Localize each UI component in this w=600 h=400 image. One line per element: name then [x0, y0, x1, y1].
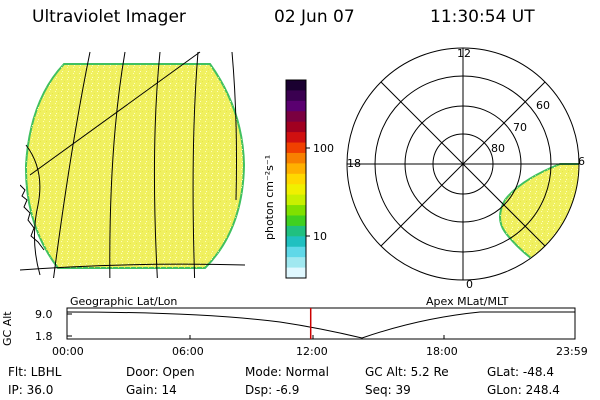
- timeline-xtick-18: 18:00: [426, 345, 458, 358]
- colorbar-band: [286, 267, 306, 279]
- polar-diagonal-2: [380, 81, 546, 247]
- lat-label-80: 80: [491, 142, 505, 155]
- mlt-label-18: 18: [347, 157, 361, 170]
- colorbar-band: [286, 100, 306, 112]
- colorbar-band: [286, 111, 306, 123]
- colorbar-band: [286, 142, 306, 154]
- observation-date: 02 Jun 07: [274, 7, 355, 27]
- info-ip: IP: 36.0: [8, 383, 54, 397]
- instrument-title: Ultraviolet Imager: [32, 7, 186, 27]
- observation-time: 11:30:54 UT: [430, 7, 535, 27]
- info-gc-alt: GC Alt: 5.2 Re: [365, 365, 449, 379]
- colorbar-band: [286, 132, 306, 144]
- info-glon: GLon: 248.4: [487, 383, 560, 397]
- info-glat: GLat: -48.4: [487, 365, 554, 379]
- timeline-frame: [66, 307, 576, 340]
- polar-plot: [346, 47, 580, 281]
- colorbar-band: [286, 246, 306, 258]
- info-seq: Seq: 39: [365, 383, 411, 397]
- lat-label-70: 70: [513, 121, 527, 134]
- mlt-label-6: 6: [578, 155, 585, 168]
- info-dsp: Dsp: -6.9: [245, 383, 300, 397]
- mlt-label-0: 0: [466, 278, 473, 291]
- colorbar-band: [286, 257, 306, 269]
- geographic-panel-label: Geographic Lat/Lon: [70, 295, 178, 308]
- colorbar-unit-label: photon cm⁻²s⁻¹: [263, 154, 276, 240]
- colorbar-band: [286, 205, 306, 216]
- colorbar-band: [286, 163, 306, 175]
- info-mode: Mode: Normal: [245, 365, 329, 379]
- geographic-image: [20, 51, 246, 278]
- polar-speckle-texture: [500, 164, 579, 268]
- timeline-xtick-00: 00:00: [52, 345, 84, 358]
- info-door: Door: Open: [126, 365, 195, 379]
- colorbar-band: [286, 80, 306, 91]
- info-filter: Flt: LBHL: [8, 365, 62, 379]
- colorbar-band: [286, 90, 306, 102]
- colorbar-label-10: 10: [313, 230, 327, 243]
- timeline-ytick-1-8: 1.8: [35, 330, 53, 343]
- polar-panel-label: Apex MLat/MLT: [426, 295, 509, 308]
- colorbar-band: [286, 236, 306, 248]
- timeline-ytick-9: 9.0: [35, 308, 53, 321]
- colorbar-band: [286, 121, 306, 133]
- colorbar-band: [286, 215, 306, 227]
- timeline-xtick-06: 06:00: [172, 345, 204, 358]
- colorbar-band: [286, 194, 306, 206]
- colorbar: [286, 80, 306, 279]
- colorbar-band: [286, 173, 306, 185]
- timeline-y-label: GC Alt: [1, 311, 14, 346]
- colorbar-band: [286, 184, 306, 196]
- altitude-timeline: [66, 307, 576, 340]
- info-gain: Gain: 14: [126, 383, 177, 397]
- lat-label-60: 60: [536, 99, 550, 112]
- coastline: [20, 184, 45, 251]
- disk-speckle-texture: [25, 64, 245, 268]
- timeline-xtick-2359: 23:59: [556, 345, 588, 358]
- colorbar-label-100: 100: [313, 142, 334, 155]
- colorbar-band: [286, 225, 306, 237]
- colorbar-frame: [285, 79, 307, 279]
- mlt-label-12: 12: [457, 47, 471, 60]
- colorbar-band: [286, 152, 306, 164]
- altitude-curve: [66, 311, 575, 339]
- geo-grid: [20, 51, 246, 278]
- timeline-xtick-12: 12:00: [296, 345, 328, 358]
- polar-grid: [346, 47, 580, 281]
